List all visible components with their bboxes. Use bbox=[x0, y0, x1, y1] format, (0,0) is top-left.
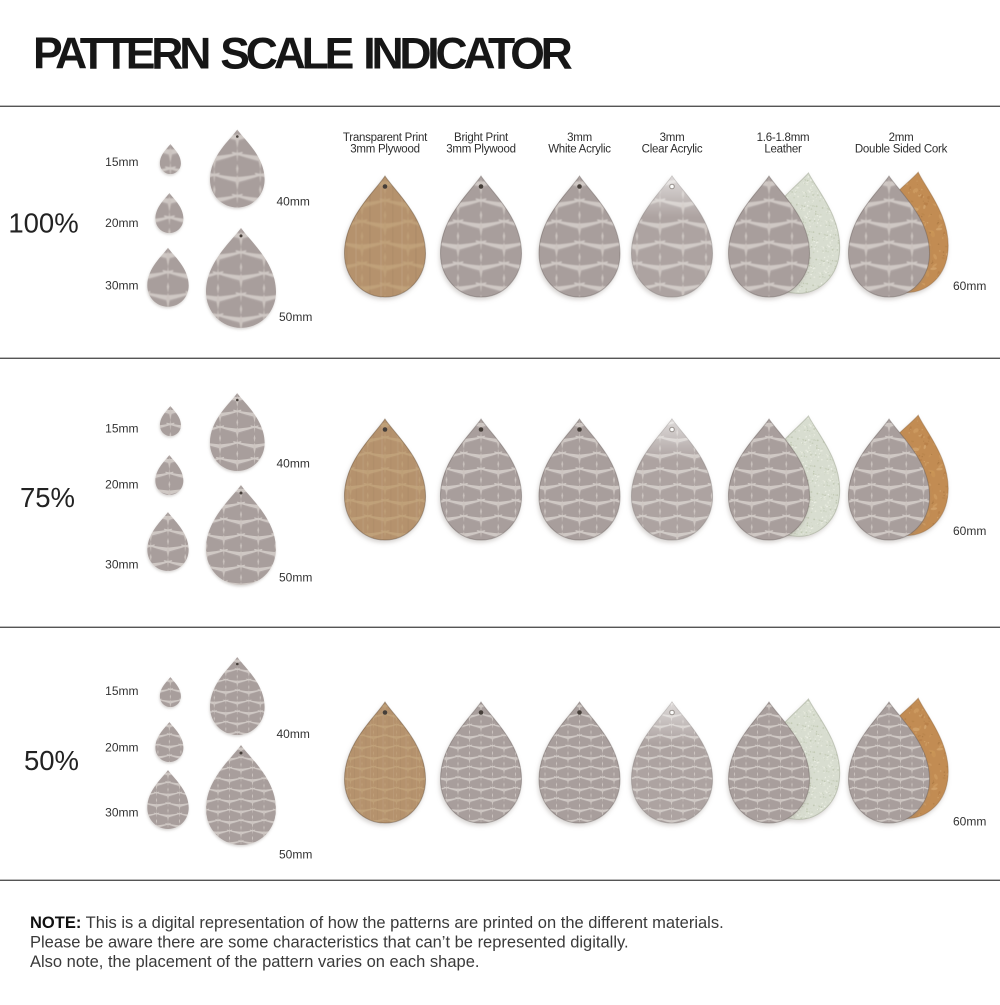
svg-text:NOTE: This is a digital repres: NOTE: This is a digital representation o… bbox=[30, 914, 724, 932]
svg-text:Bright Print: Bright Print bbox=[454, 132, 509, 144]
svg-text:15mm: 15mm bbox=[105, 421, 138, 435]
svg-text:30mm: 30mm bbox=[105, 557, 138, 571]
svg-text:50mm: 50mm bbox=[279, 847, 312, 861]
svg-text:40mm: 40mm bbox=[277, 456, 310, 470]
svg-text:3mm: 3mm bbox=[567, 132, 592, 144]
svg-text:White Acrylic: White Acrylic bbox=[548, 144, 611, 156]
svg-text:20mm: 20mm bbox=[105, 477, 138, 491]
svg-text:3mm: 3mm bbox=[660, 132, 685, 144]
svg-text:20mm: 20mm bbox=[105, 216, 138, 230]
svg-text:15mm: 15mm bbox=[105, 155, 138, 169]
svg-text:30mm: 30mm bbox=[105, 278, 138, 292]
svg-text:1.6-1.8mm: 1.6-1.8mm bbox=[757, 132, 810, 144]
svg-text:40mm: 40mm bbox=[277, 727, 310, 741]
svg-text:15mm: 15mm bbox=[105, 684, 138, 698]
svg-text:Please be aware there are some: Please be aware there are some character… bbox=[30, 934, 629, 952]
svg-text:60mm: 60mm bbox=[953, 524, 986, 538]
svg-text:50mm: 50mm bbox=[279, 570, 312, 584]
svg-text:60mm: 60mm bbox=[953, 279, 986, 293]
svg-text:3mm Plywood: 3mm Plywood bbox=[446, 144, 515, 156]
svg-text:PATTERN SCALE INDICATOR: PATTERN SCALE INDICATOR bbox=[33, 30, 573, 79]
svg-text:Transparent Print: Transparent Print bbox=[343, 132, 428, 144]
svg-text:2mm: 2mm bbox=[889, 132, 914, 144]
svg-text:Leather: Leather bbox=[764, 144, 802, 156]
svg-text:75%: 75% bbox=[20, 482, 75, 513]
svg-text:Double Sided Cork: Double Sided Cork bbox=[855, 144, 948, 156]
svg-text:3mm Plywood: 3mm Plywood bbox=[350, 144, 419, 156]
svg-text:40mm: 40mm bbox=[277, 194, 310, 208]
svg-text:60mm: 60mm bbox=[953, 814, 986, 828]
svg-text:100%: 100% bbox=[8, 207, 78, 238]
svg-text:50mm: 50mm bbox=[279, 310, 312, 324]
svg-text:20mm: 20mm bbox=[105, 740, 138, 754]
svg-text:Clear Acrylic: Clear Acrylic bbox=[642, 144, 703, 156]
svg-text:Also note, the placement of th: Also note, the placement of the pattern … bbox=[30, 953, 479, 971]
svg-text:50%: 50% bbox=[24, 745, 79, 776]
svg-text:30mm: 30mm bbox=[105, 805, 138, 819]
